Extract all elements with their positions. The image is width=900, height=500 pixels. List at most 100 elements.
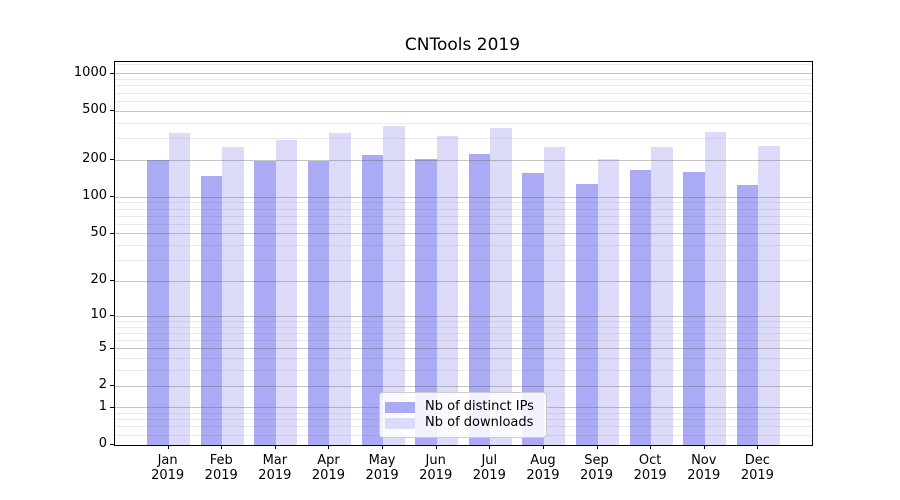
gridline-minor-3: [115, 370, 812, 372]
bar-downloads-oct: [651, 146, 673, 445]
x-tick-mark-sep: [596, 445, 598, 449]
x-tick-label-oct: Oct 2019: [633, 453, 667, 483]
gridline-minor-40: [115, 245, 812, 247]
gridline-minor-800: [115, 85, 812, 87]
bar-distinct-ips-jan: [147, 159, 169, 445]
bar-distinct-ips-nov: [683, 172, 705, 445]
y-tick-label-10: 10: [90, 307, 107, 323]
y-tick-label-1: 1: [98, 398, 107, 414]
y-tick-label-100: 100: [82, 188, 107, 204]
x-tick-mark-jan: [167, 445, 169, 449]
gridline-major-50: [115, 233, 812, 235]
gridline-major-100: [115, 196, 812, 198]
bar-downloads-sep: [597, 158, 620, 445]
bar-distinct-ips-aug: [522, 173, 544, 445]
x-tick-label-feb: Feb 2019: [204, 453, 238, 483]
gridline-major-500: [115, 110, 812, 112]
bar-distinct-ips-sep: [576, 184, 598, 445]
x-tick-mark-feb: [221, 445, 223, 449]
gridline-minor-70: [115, 215, 812, 217]
x-tick-label-sep: Sep 2019: [579, 453, 614, 483]
y-tick-label-200: 200: [82, 151, 107, 167]
x-tick-label-mar: Mar 2019: [258, 453, 292, 483]
bar-distinct-ips-apr: [307, 160, 330, 445]
bar-distinct-ips-jun: [415, 158, 437, 445]
gridline-major-20: [115, 280, 812, 282]
legend-row-downloads: Nb of downloads: [385, 416, 536, 430]
legend: Nb of distinct IPs Nb of downloads: [379, 392, 547, 438]
gridline-minor-9: [115, 320, 812, 322]
bar-downloads-jul: [490, 127, 512, 445]
x-tick-mark-jul: [489, 445, 491, 449]
x-tick-mark-jun: [435, 445, 437, 449]
gridline-minor-60: [115, 223, 812, 225]
gridline-major-1000: [115, 73, 812, 75]
gridline-major-10: [115, 315, 812, 317]
bar-downloads-apr: [329, 133, 351, 445]
x-tick-label-aug: Aug 2019: [526, 453, 560, 483]
x-tick-mark-dec: [757, 445, 759, 449]
legend-swatch-downloads: [385, 417, 415, 429]
gridline-minor-900: [115, 79, 812, 81]
gridline-minor-7: [115, 332, 812, 334]
y-tick-mark-2: [110, 385, 114, 386]
y-tick-label-50: 50: [90, 224, 107, 240]
y-tick-label-1000: 1000: [73, 64, 107, 80]
plot-area: [114, 61, 813, 446]
bar-downloads-dec: [758, 146, 780, 445]
chart-title: CNTools 2019: [404, 35, 521, 55]
bar-distinct-ips-mar: [254, 161, 276, 445]
gridline-minor-600: [115, 100, 812, 102]
gridline-minor-1200: [115, 63, 812, 65]
gridline-minor-30: [115, 260, 812, 262]
gridline-minor-300: [115, 138, 812, 139]
bar-downloads-feb: [222, 146, 244, 445]
x-tick-label-jan: Jan 2019: [151, 453, 185, 483]
gridline-minor-400: [115, 122, 812, 124]
x-tick-label-nov: Nov 2019: [687, 453, 721, 483]
y-tick-label-500: 500: [82, 102, 107, 118]
y-tick-mark-1: [110, 406, 114, 408]
legend-row-distinct-ips: Nb of distinct IPs: [385, 400, 536, 414]
gridline-major-2: [115, 385, 812, 387]
bar-downloads-jun: [436, 136, 459, 445]
y-tick-mark-0: [110, 444, 114, 445]
gridline-minor-90: [115, 202, 812, 204]
y-tick-label-20: 20: [90, 272, 107, 288]
x-tick-label-jul: Jul 2019: [472, 453, 506, 483]
y-tick-mark-100: [110, 196, 114, 198]
y-tick-mark-10: [110, 315, 114, 317]
bar-downloads-nov: [704, 131, 727, 445]
y-tick-label-2: 2: [98, 377, 107, 392]
gridline-minor-4: [115, 358, 812, 360]
bar-downloads-mar: [275, 139, 298, 445]
bar-downloads-may: [383, 126, 405, 445]
gridline-minor-8: [115, 326, 812, 328]
gridline-minor-700: [115, 92, 812, 94]
x-tick-mark-apr: [328, 445, 330, 449]
legend-swatch-distinct-ips: [385, 401, 415, 413]
bar-distinct-ips-may: [361, 155, 384, 445]
y-tick-mark-50: [110, 232, 114, 234]
x-tick-mark-mar: [274, 445, 276, 449]
bar-distinct-ips-feb: [200, 176, 223, 445]
legend-label-distinct-ips: Nb of distinct IPs: [425, 399, 534, 414]
bar-downloads-jan: [168, 133, 191, 445]
y-tick-label-0: 0: [98, 436, 107, 451]
bar-downloads-aug: [543, 146, 566, 445]
x-tick-mark-oct: [650, 445, 652, 449]
gridline-major-5: [115, 348, 812, 350]
x-tick-label-jun: Jun 2019: [419, 453, 453, 483]
y-tick-label-5: 5: [98, 339, 107, 355]
bar-distinct-ips-jul: [468, 154, 491, 445]
y-tick-mark-5: [110, 347, 114, 349]
gridline-minor-80: [115, 208, 812, 210]
y-tick-mark-500: [110, 110, 114, 112]
x-tick-label-dec: Dec 2019: [740, 453, 774, 483]
x-tick-mark-aug: [542, 445, 544, 449]
x-tick-mark-nov: [703, 445, 705, 449]
y-tick-mark-20: [110, 280, 114, 282]
legend-label-downloads: Nb of downloads: [425, 415, 534, 430]
x-tick-label-may: May 2019: [365, 453, 399, 483]
